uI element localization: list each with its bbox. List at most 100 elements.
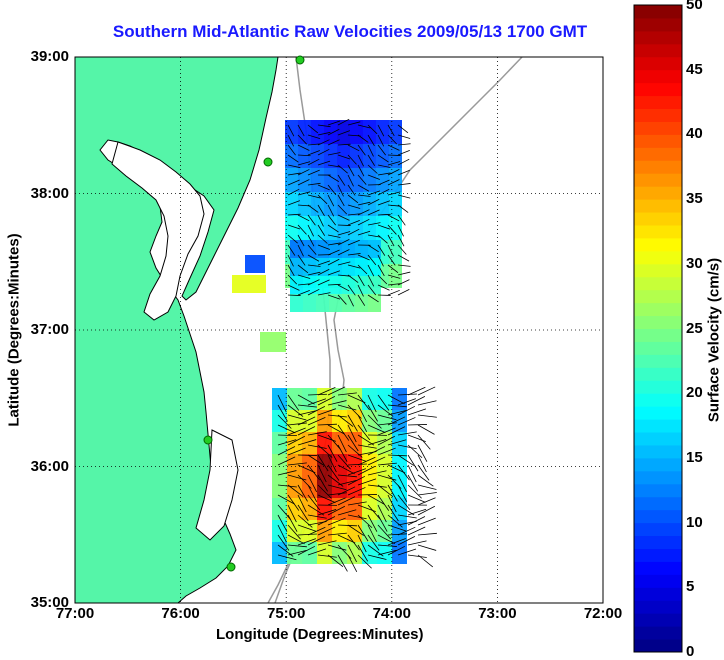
velocity-cell — [285, 168, 298, 192]
colorbar-segment — [634, 83, 682, 96]
colorbar-segment — [634, 57, 682, 70]
colorbar-segment — [634, 70, 682, 83]
colorbar-tick-label: 30 — [686, 255, 703, 272]
velocity-cell — [290, 294, 303, 312]
colorbar-segment — [634, 613, 682, 626]
colorbar-tick-label: 35 — [686, 190, 703, 207]
velocity-cell — [311, 120, 324, 144]
colorbar-segment — [634, 497, 682, 510]
colorbar-tick-label: 25 — [686, 320, 703, 337]
y-tick-label: 36:00 — [31, 458, 69, 475]
velocity-cell — [347, 410, 362, 432]
x-tick-label: 74:00 — [373, 605, 411, 622]
colorbar-segment — [634, 393, 682, 406]
colorbar-segment — [634, 303, 682, 316]
velocity-cell — [377, 388, 392, 410]
velocity-cell — [389, 240, 402, 264]
colorbar-segment — [634, 160, 682, 173]
colorbar-segment — [634, 639, 682, 652]
colorbar-segment — [634, 536, 682, 549]
velocity-cell — [376, 192, 389, 216]
velocity-cell — [232, 275, 266, 293]
colorbar-segment — [634, 225, 682, 238]
x-axis-label: Longitude (Degrees:Minutes) — [216, 626, 424, 643]
velocity-cell — [337, 144, 350, 168]
velocity-cell — [377, 410, 392, 432]
colorbar-segment — [634, 445, 682, 458]
velocity-cell — [362, 410, 377, 432]
colorbar-tick-label: 40 — [686, 125, 703, 142]
x-tick-label: 72:00 — [584, 605, 622, 622]
velocity-cell — [272, 454, 287, 476]
colorbar-segment — [634, 277, 682, 290]
velocity-cell — [376, 168, 389, 192]
y-axis-label: Latitude (Degrees:Minutes) — [6, 233, 23, 426]
colorbar-segment — [634, 471, 682, 484]
colorbar-segment — [634, 264, 682, 277]
colorbar-segment — [634, 432, 682, 445]
colorbar-segment — [634, 626, 682, 639]
velocity-cell — [272, 410, 287, 432]
colorbar-tick-label: 15 — [686, 449, 703, 466]
colorbar-segment — [634, 212, 682, 225]
velocity-cell — [347, 542, 362, 564]
colorbar-segment — [634, 587, 682, 600]
velocity-cell — [303, 240, 316, 258]
colorbar-segment — [634, 341, 682, 354]
colorbar-tick-label: 0 — [686, 643, 694, 660]
station-marker — [264, 158, 272, 166]
x-tick-label: 76:00 — [161, 605, 199, 622]
colorbar-segment — [634, 199, 682, 212]
colorbar-segment — [634, 419, 682, 432]
velocity-cell — [287, 410, 302, 432]
velocity-cell — [303, 294, 316, 312]
colorbar-segment — [634, 251, 682, 264]
station-marker — [296, 56, 304, 64]
colorbar-segment — [634, 109, 682, 122]
velocity-cell — [337, 168, 350, 192]
colorbar-segment — [634, 173, 682, 186]
colorbar-segment — [634, 134, 682, 147]
velocity-cell — [316, 276, 329, 294]
velocity-cell — [355, 240, 368, 258]
velocity-cell — [287, 388, 302, 410]
velocity-cell — [350, 144, 363, 168]
colorbar-segment — [634, 523, 682, 536]
velocity-cell — [329, 294, 342, 312]
velocity-cell — [363, 168, 376, 192]
velocity-cell — [311, 144, 324, 168]
velocity-cell — [245, 255, 265, 273]
colorbar-segment — [634, 484, 682, 497]
colorbar-label: Surface Velocity (cm/s) — [706, 258, 723, 422]
colorbar-segment — [634, 380, 682, 393]
velocity-cell — [324, 144, 337, 168]
colorbar-segment — [634, 458, 682, 471]
x-tick-label: 73:00 — [478, 605, 516, 622]
velocity-cell — [272, 476, 287, 498]
colorbar-segment — [634, 238, 682, 251]
velocity-cell — [355, 294, 368, 312]
colorbar-segment — [634, 510, 682, 523]
velocity-cell — [290, 240, 303, 258]
velocity-cell — [272, 542, 287, 564]
velocity-cell — [355, 276, 368, 294]
colorbar-segment — [634, 31, 682, 44]
colorbar-segment — [634, 406, 682, 419]
colorbar-tick-label: 10 — [686, 514, 703, 531]
velocity-cell — [317, 410, 332, 432]
velocity-cell — [324, 192, 337, 216]
velocity-cell — [350, 216, 363, 240]
colorbar-segment — [634, 44, 682, 57]
velocity-cell — [285, 144, 298, 168]
colorbar-segment — [634, 316, 682, 329]
x-tick-label: 75:00 — [267, 605, 305, 622]
colorbar-tick-label: 50 — [686, 0, 703, 13]
colorbar-segment — [634, 329, 682, 342]
colorbar-segment — [634, 147, 682, 160]
colorbar-segment — [634, 121, 682, 134]
colorbar-segment — [634, 561, 682, 574]
colorbar-tick-label: 45 — [686, 61, 703, 78]
colorbar-segment — [634, 367, 682, 380]
colorbar-segment — [634, 548, 682, 561]
station-marker — [204, 436, 212, 444]
